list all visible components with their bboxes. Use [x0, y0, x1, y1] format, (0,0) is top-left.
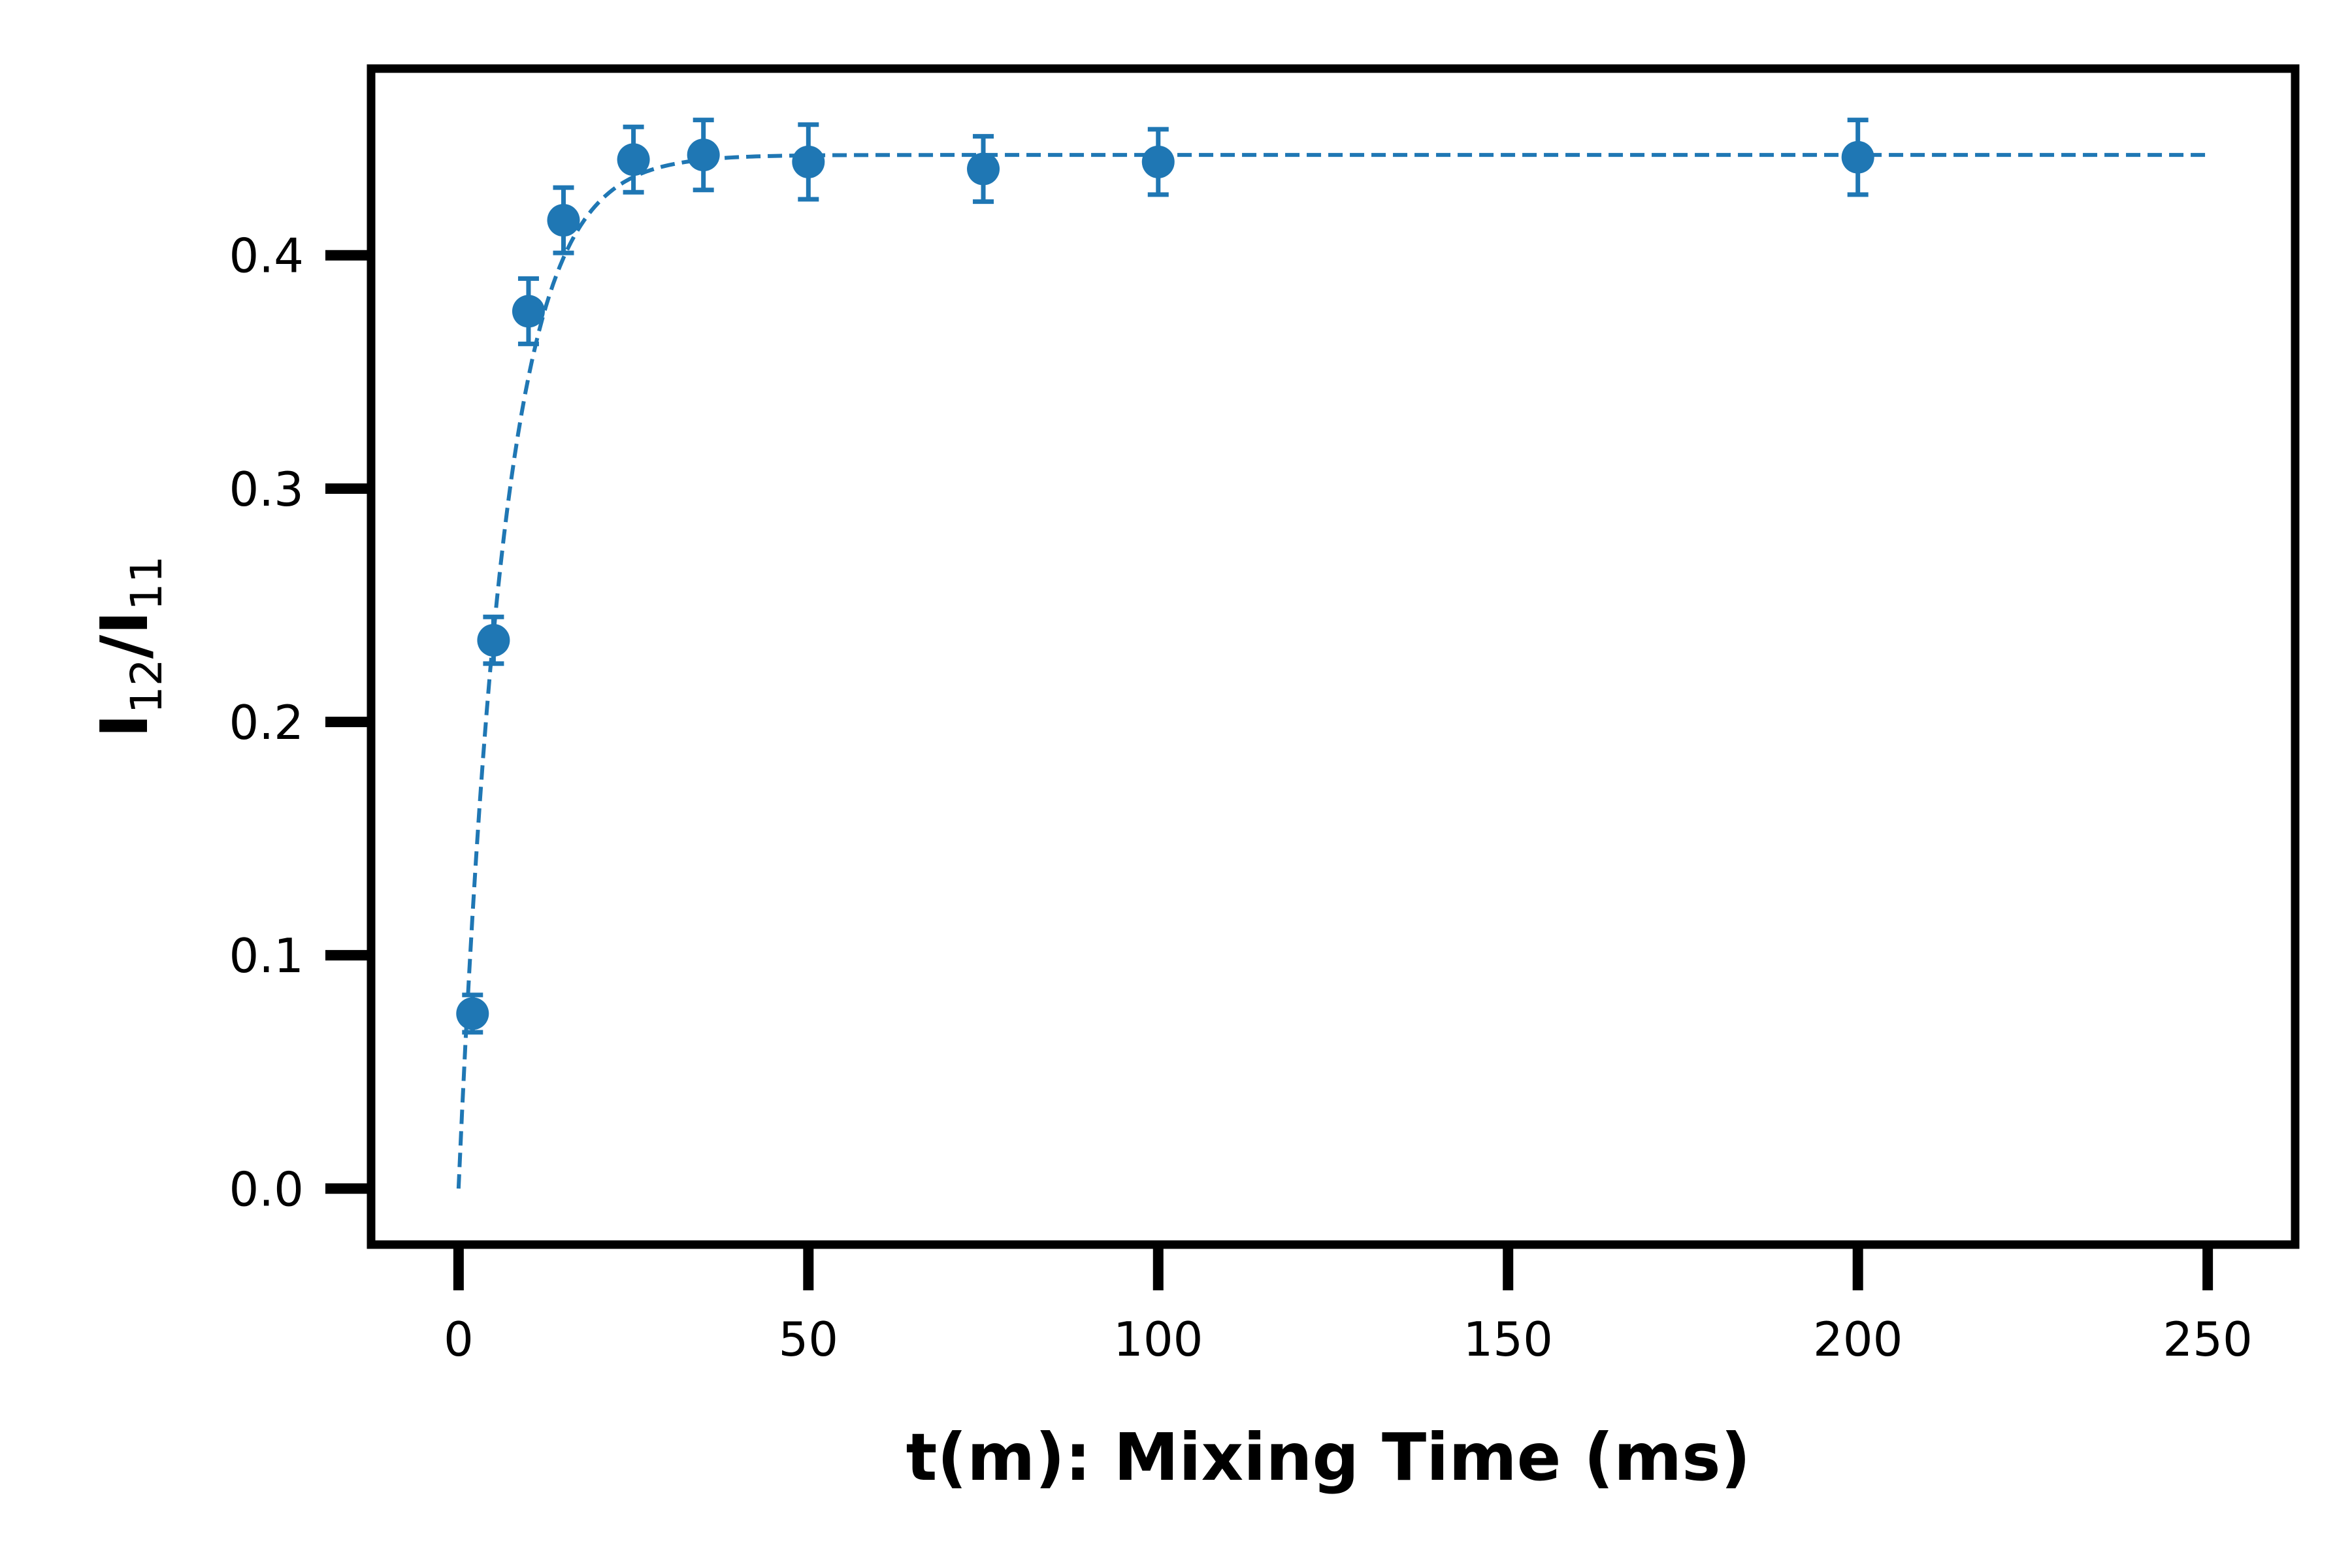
data-marker — [792, 145, 825, 178]
x-tick-label: 200 — [1813, 1312, 1903, 1367]
data-marker — [512, 295, 545, 328]
data-point — [617, 124, 650, 195]
data-point — [1141, 127, 1175, 197]
y-tick-label: 0.1 — [229, 928, 304, 983]
x-tick-label: 0 — [444, 1312, 474, 1367]
data-point — [477, 614, 510, 666]
data-point — [792, 122, 825, 202]
fit-curve — [456, 153, 2208, 1189]
y-tick-label: 0.2 — [229, 695, 304, 750]
x-axis-ticks: 0 50 100 150 200 250 — [444, 1245, 2253, 1367]
data-marker — [1141, 145, 1175, 178]
data-marker — [1841, 140, 1874, 174]
data-marker — [687, 139, 720, 172]
data-point — [967, 134, 1000, 204]
data-marker — [477, 624, 510, 657]
y-axis-label-base: I — [86, 611, 163, 635]
data-point — [512, 276, 545, 346]
y-tick-label: 0.0 — [229, 1162, 304, 1217]
plot-frame — [367, 64, 2300, 1249]
x-tick-label: 250 — [2163, 1312, 2252, 1367]
y-axis-label-base: I — [86, 713, 163, 738]
data-point — [687, 118, 720, 193]
data-point — [1841, 118, 1874, 197]
data-marker — [617, 143, 650, 176]
data-marker — [456, 997, 489, 1030]
x-axis-label: t(m): Mixing Time (ms) — [906, 1419, 1751, 1495]
y-tick-label: 0.4 — [229, 229, 304, 284]
data-marker — [967, 152, 1000, 186]
x-tick-label: 150 — [1463, 1312, 1553, 1367]
y-axis-ticks: 0.0 0.1 0.2 0.3 0.4 — [229, 229, 371, 1217]
y-axis-label-sub: 11 — [122, 556, 172, 611]
data-point — [547, 185, 580, 255]
fit-curve-layer — [456, 153, 2208, 1189]
data-point — [456, 992, 489, 1035]
y-axis-label-separator: / — [86, 634, 163, 659]
y-axis-label-sub: 12 — [122, 659, 172, 713]
x-tick-label: 100 — [1113, 1312, 1203, 1367]
data-points-layer — [456, 118, 1874, 1035]
y-axis-label: I12/I11 — [86, 556, 172, 738]
y-tick-label: 0.3 — [229, 462, 304, 517]
x-tick-label: 50 — [779, 1312, 839, 1367]
data-marker — [547, 204, 580, 237]
